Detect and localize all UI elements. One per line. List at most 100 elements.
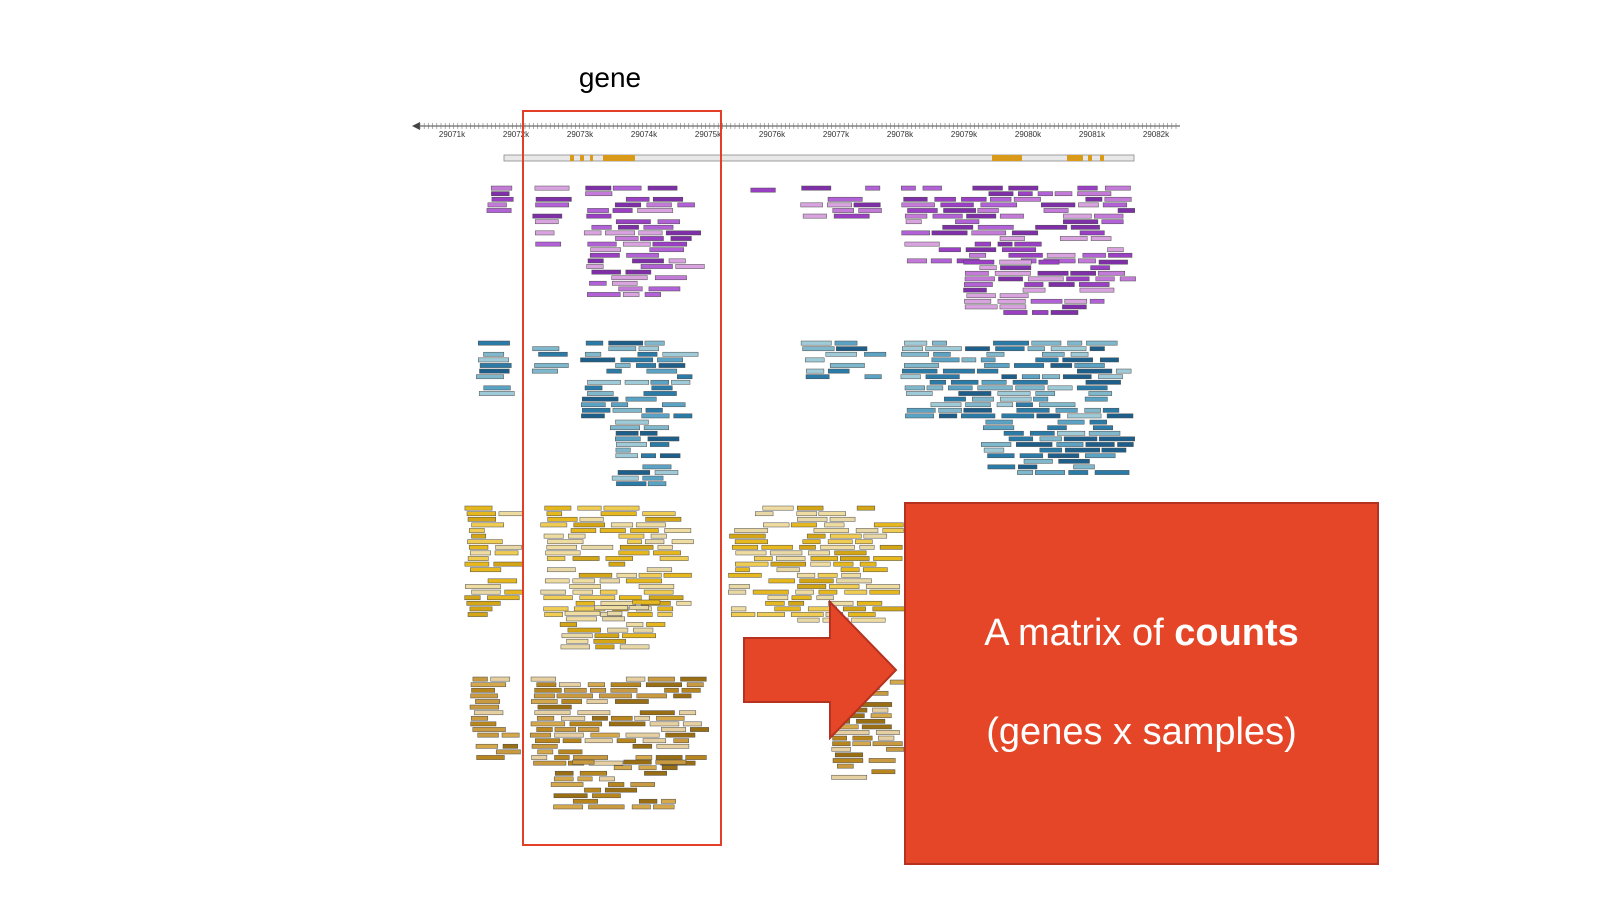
gene-model-bar <box>503 154 1135 162</box>
read-block <box>1070 270 1096 276</box>
read-block <box>586 699 608 704</box>
read-block <box>572 798 598 804</box>
read-block <box>559 622 577 627</box>
read-block <box>662 402 686 408</box>
read-block <box>657 544 673 550</box>
read-block <box>997 241 1013 247</box>
read-block <box>827 539 853 545</box>
read-block <box>1108 252 1133 258</box>
read-block <box>796 572 816 578</box>
read-block <box>581 544 614 550</box>
read-block <box>536 727 553 732</box>
read-block <box>572 556 600 561</box>
read-block <box>1032 310 1049 315</box>
read-block <box>642 475 664 481</box>
read-block <box>636 363 657 368</box>
read-block <box>646 622 666 627</box>
read-block <box>491 191 510 197</box>
read-block <box>1019 453 1044 459</box>
read-block <box>608 346 637 352</box>
read-block <box>645 407 663 413</box>
read-block <box>828 600 854 606</box>
read-block <box>638 584 675 589</box>
read-block <box>1035 224 1068 230</box>
axis-tick-label: 29074k <box>631 130 658 139</box>
read-block <box>537 704 572 710</box>
read-block <box>534 687 562 693</box>
read-block <box>818 589 838 595</box>
read-block <box>663 572 692 578</box>
read-block <box>925 346 962 352</box>
read-block <box>1047 453 1080 459</box>
read-block <box>572 589 593 595</box>
read-block <box>805 374 830 380</box>
read-block <box>806 368 825 374</box>
read-block <box>820 544 855 550</box>
read-block <box>929 379 946 385</box>
exon-block <box>1067 155 1083 161</box>
read-block <box>615 363 631 368</box>
read-block <box>1086 340 1118 346</box>
read-block <box>610 682 642 688</box>
read-block <box>531 743 558 749</box>
read-block <box>754 556 773 561</box>
read-block <box>848 612 876 617</box>
read-block <box>972 396 994 402</box>
read-block <box>939 413 958 419</box>
read-block <box>824 522 845 528</box>
read-block <box>1101 447 1127 453</box>
read-block <box>851 617 886 623</box>
read-block <box>1119 276 1136 282</box>
read-block <box>762 505 794 511</box>
read-block <box>958 391 992 396</box>
read-block <box>922 185 942 191</box>
read-block <box>1068 470 1089 475</box>
read-block <box>478 391 515 396</box>
read-block <box>997 298 1026 304</box>
read-block <box>562 738 582 744</box>
read-block <box>797 584 827 589</box>
read-block <box>553 804 584 810</box>
exon-block <box>603 155 635 161</box>
read-block <box>775 556 806 561</box>
read-block <box>1098 259 1128 265</box>
read-block <box>652 241 688 247</box>
read-block <box>495 749 521 755</box>
counts-matrix-callout: A matrix of counts (genes x samples) <box>904 502 1379 865</box>
read-block <box>810 561 831 567</box>
read-block <box>734 539 768 545</box>
read-block <box>504 589 523 595</box>
read-block <box>467 556 489 561</box>
read-block <box>553 793 588 799</box>
read-block <box>535 241 562 247</box>
read-block <box>831 774 868 780</box>
read-block <box>997 391 1031 396</box>
read-block <box>932 340 947 346</box>
read-block <box>464 561 490 567</box>
read-block <box>1100 357 1119 363</box>
read-block <box>788 600 805 606</box>
read-block <box>494 550 519 556</box>
read-block <box>665 230 701 236</box>
genomic-axis: 29071k 29072k 29073k 29074k 29075k 29076k 2907… <box>412 122 1180 139</box>
read-block <box>1115 368 1132 374</box>
read-block <box>619 595 642 601</box>
read-block <box>994 270 1031 276</box>
read-block <box>1018 464 1038 470</box>
exon-block <box>580 155 584 161</box>
read-block <box>1074 363 1105 368</box>
read-block <box>668 258 686 264</box>
read-block <box>650 379 669 385</box>
read-block <box>560 644 590 650</box>
read-block <box>577 505 602 511</box>
read-block <box>933 351 951 357</box>
read-block <box>572 759 595 765</box>
read-block <box>1017 470 1034 475</box>
read-block <box>622 633 656 639</box>
read-block <box>942 368 975 374</box>
read-block <box>675 264 705 269</box>
read-block <box>1048 282 1075 287</box>
read-block <box>1008 436 1034 442</box>
read-block <box>650 533 667 539</box>
read-block <box>1013 196 1041 202</box>
